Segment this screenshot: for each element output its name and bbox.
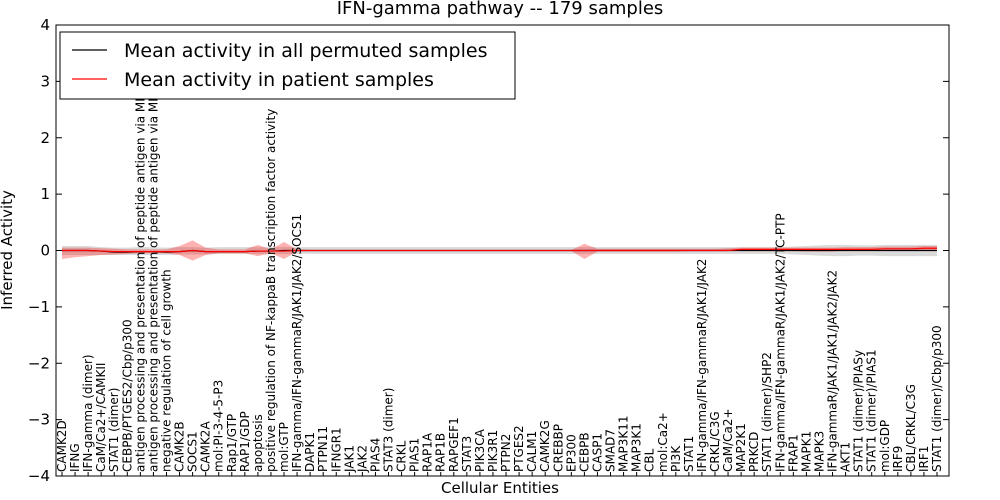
category-label: mol:Ca2+ <box>656 412 670 472</box>
category-label: IRF9 <box>891 446 905 472</box>
category-label: antigen processing and presentation of p… <box>133 43 147 472</box>
y-tick-label: 0 <box>40 242 50 260</box>
category-label: RAP1B <box>434 433 448 472</box>
legend-entry-permuted: Mean activity in all permuted samples <box>124 40 487 62</box>
category-label: RAPGEF1 <box>447 417 461 472</box>
category-label: IFN-gamma/IFN-gammaR/JAK1/JAK2/SOCS1 <box>290 214 304 472</box>
category-label: mol:GTP <box>277 422 291 472</box>
category-label: IFNGR1 <box>329 427 343 472</box>
category-label: mol:GDP <box>878 420 892 472</box>
category-label: IFN-gammaR/JAK1/JAK1/JAK2/JAK2 <box>826 270 840 472</box>
legend-entry-patient: Mean activity in patient samples <box>124 69 434 91</box>
category-label: FRAP1 <box>786 434 800 472</box>
category-label: CRKL/C3G <box>708 411 722 472</box>
category-label: JAK1 <box>342 445 356 473</box>
category-label: MAP3K1 <box>630 423 644 472</box>
category-label: Rap1/GTP <box>225 414 239 472</box>
category-label: STAT1 (dimer)/SHP2 <box>760 352 774 472</box>
category-label: CAMK2D <box>55 420 69 472</box>
category-label: CAMK2G <box>538 420 552 472</box>
y-tick-label: 1 <box>40 185 50 203</box>
plot-frame <box>55 24 950 477</box>
category-label: mol:PI-3-4-5-P3 <box>212 380 226 472</box>
category-label: MAP2K1 <box>734 423 748 472</box>
category-label: MAPK1 <box>799 431 813 472</box>
category-label: antigen processing and presentation of p… <box>146 40 160 472</box>
category-label: STAT1 (dimer)/PIASy <box>852 350 866 472</box>
category-label: PTGES2 <box>512 425 526 472</box>
patient-mean-line <box>62 247 937 253</box>
category-label: CRKL <box>395 440 409 472</box>
category-label: PIAS1 <box>408 438 422 472</box>
category-label: STAT3 (dimer) <box>381 388 395 472</box>
category-label: MAP3K11 <box>617 415 631 472</box>
category-label: EP300 <box>564 434 578 472</box>
y-tick-label: −2 <box>28 354 50 372</box>
category-label: PI3K <box>669 445 683 472</box>
category-label: negative regulation of cell growth <box>159 269 173 472</box>
category-label: CaM/Ca2+/CAMKII <box>94 363 108 472</box>
chart-title: IFN-gamma pathway -- 179 samples <box>337 0 664 19</box>
category-label: STAT1 (dimer) <box>107 388 121 472</box>
category-label: MAPK3 <box>812 431 826 472</box>
category-label: CALM1 <box>525 431 539 472</box>
category-label: AKT1 <box>839 442 853 472</box>
category-label: STAT1 (dimer)/Cbp/p300 <box>930 325 944 472</box>
y-tick-label: −3 <box>28 411 50 429</box>
plot-layer <box>62 240 937 261</box>
category-label: PTPN2 <box>499 434 513 472</box>
category-label: DAPK1 <box>303 432 317 472</box>
y-tick-label: 3 <box>40 72 50 90</box>
category-label: CaM/Ca2+ <box>721 408 735 472</box>
category-label: CEBPB <box>577 432 591 472</box>
category-label: apoptosis <box>251 414 265 472</box>
legend-box <box>59 31 516 100</box>
category-label: PIAS4 <box>368 438 382 472</box>
category-label: IFN-gamma (dimer) <box>81 354 95 472</box>
category-label: JAK2 <box>355 445 369 473</box>
y-axis-title: Inferred Activity <box>0 190 16 310</box>
category-label: STAT1 <box>682 436 696 472</box>
category-label: CEBPB/PTGES2/Cbp/p300 <box>120 319 134 472</box>
category-label: CBL/CRKL/C3G <box>904 384 918 472</box>
category-label: CREBBP <box>551 424 565 472</box>
y-tick-label: 4 <box>40 16 50 34</box>
y-tick-label: −4 <box>28 467 50 485</box>
category-label: IFN-gamma/IFN-gammaR/JAK1/JAK2 <box>695 259 709 472</box>
category-label: PIK3CA <box>473 428 487 472</box>
category-label: RAP1A <box>421 432 435 472</box>
category-label: STAT1 (dimer)/PIAS1 <box>865 349 879 472</box>
category-label: CASP1 <box>590 433 604 472</box>
category-label: IFN-gamma/IFN-gammaR/JAK1/JAK2/TC-PTP <box>773 213 787 472</box>
category-label: RAP1/GDP <box>238 411 252 472</box>
y-tick-label: −1 <box>28 298 50 316</box>
category-label: positive regulation of NF-kappaB transcr… <box>264 109 278 472</box>
y-axis-ticks: −4 −3 −2 −1 0 1 2 3 4 <box>28 16 949 485</box>
category-label: PRKCD <box>747 432 761 472</box>
category-label: PIK3R1 <box>486 430 500 472</box>
x-axis-title: Cellular Entities <box>441 479 559 497</box>
category-label: SMAD7 <box>604 429 618 472</box>
y-tick-label: 2 <box>40 129 50 147</box>
category-label: CAMK2B <box>173 421 187 472</box>
category-label: CAMK2A <box>199 421 213 472</box>
category-labels: CAMK2D IFNG IFN-gamma (dimer) CaM/Ca2+/CAMK… <box>55 40 944 473</box>
legend: Mean activity in all permuted samples Me… <box>59 31 516 100</box>
category-label: IRF1 <box>917 446 931 472</box>
category-label: SOCS1 <box>186 431 200 472</box>
category-label: STAT3 <box>460 436 474 472</box>
category-label: IFNG <box>68 443 82 472</box>
category-label: PTPN11 <box>316 426 330 472</box>
category-label: CBL <box>643 448 657 472</box>
